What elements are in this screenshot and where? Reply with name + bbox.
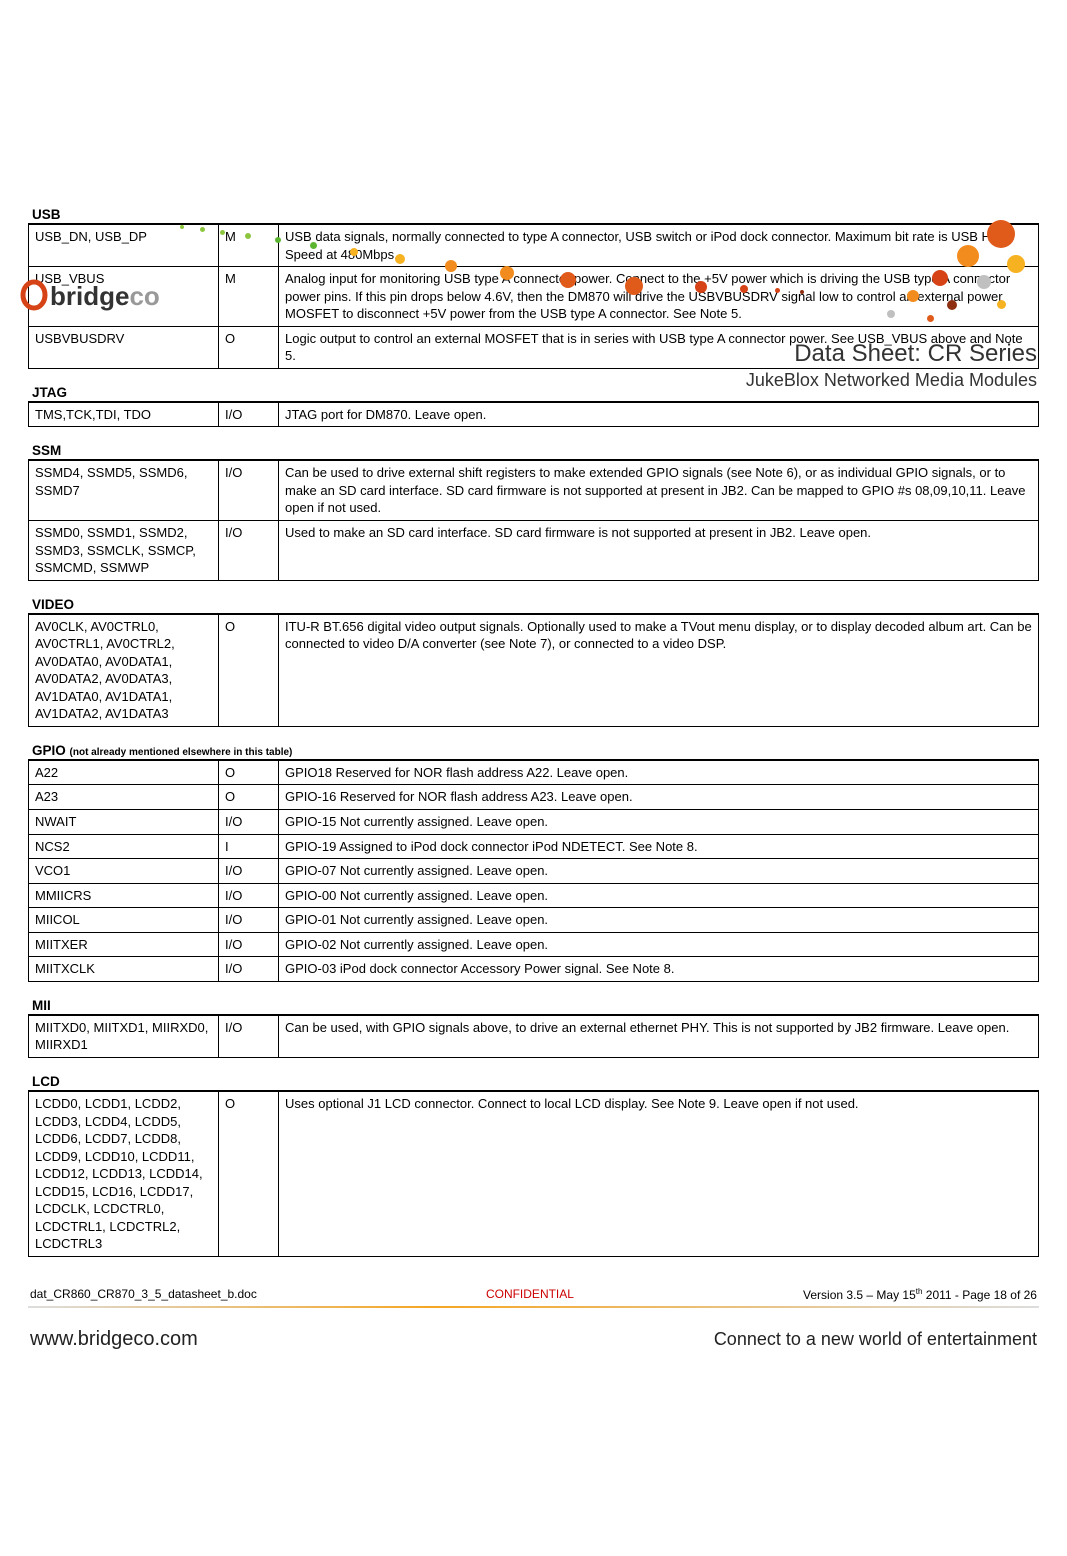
desc-cell: Analog input for monitoring USB type A c… xyxy=(279,267,1039,327)
desc-cell: GPIO-07 Not currently assigned. Leave op… xyxy=(279,859,1039,884)
section-title-gpio: GPIO (not already mentioned elsewhere in… xyxy=(28,741,1039,760)
footer-version: Version 3.5 – May 15th 2011 - Page 18 of… xyxy=(803,1287,1037,1302)
signal-cell: MIITXD0, MIITXD1, MIIRXD0, MIIRXD1 xyxy=(29,1015,219,1057)
section-title-gpio-main: GPIO xyxy=(32,743,66,758)
desc-cell: USB data signals, normally connected to … xyxy=(279,225,1039,267)
footer-version-suffix: 2011 - Page 18 of 26 xyxy=(922,1288,1037,1302)
desc-cell: Uses optional J1 LCD connector. Connect … xyxy=(279,1091,1039,1256)
desc-cell: GPIO-03 iPod dock connector Accessory Po… xyxy=(279,957,1039,982)
signal-cell: MIITXCLK xyxy=(29,957,219,982)
desc-cell: Used to make an SD card interface. SD ca… xyxy=(279,521,1039,581)
page-footer: dat_CR860_CR870_3_5_datasheet_b.doc CONF… xyxy=(28,1287,1039,1302)
table-row: USB_VBUS M Analog input for monitoring U… xyxy=(29,267,1039,327)
signal-cell: AV0CLK, AV0CTRL0, AV0CTRL1, AV0CTRL2, AV… xyxy=(29,614,219,726)
signal-cell: A23 xyxy=(29,785,219,810)
signal-cell: USBVBUSDRV xyxy=(29,326,219,368)
signal-cell: MIITXER xyxy=(29,932,219,957)
signal-cell: NCS2 xyxy=(29,834,219,859)
table-row: MIITXERI/OGPIO-02 Not currently assigned… xyxy=(29,932,1039,957)
signal-cell: TMS,TCK,TDI, TDO xyxy=(29,402,219,427)
dir-cell: I xyxy=(219,834,279,859)
signal-cell: MIICOL xyxy=(29,908,219,933)
table-row: USB_DN, USB_DP M USB data signals, norma… xyxy=(29,225,1039,267)
section-title-lcd: LCD xyxy=(28,1072,1039,1091)
signal-cell: A22 xyxy=(29,760,219,785)
desc-cell: GPIO-16 Reserved for NOR flash address A… xyxy=(279,785,1039,810)
table-row: SSMD4, SSMD5, SSMD6, SSMD7 I/O Can be us… xyxy=(29,461,1039,521)
table-row: VCO1I/OGPIO-07 Not currently assigned. L… xyxy=(29,859,1039,884)
dir-cell: I/O xyxy=(219,402,279,427)
desc-cell: GPIO18 Reserved for NOR flash address A2… xyxy=(279,760,1039,785)
document-title: Data Sheet: CR Series JukeBlox Networked… xyxy=(746,340,1037,391)
title-line-1: Data Sheet: CR Series xyxy=(746,340,1037,368)
table-mii: MIITXD0, MIITXD1, MIIRXD0, MIIRXD1 I/O C… xyxy=(28,1015,1039,1058)
dir-cell: O xyxy=(219,1091,279,1256)
footer-slogan: Connect to a new world of entertainment xyxy=(714,1329,1037,1350)
signal-cell: MMIICRS xyxy=(29,883,219,908)
dir-cell: O xyxy=(219,760,279,785)
footer-url: www.bridgeco.com xyxy=(30,1328,198,1351)
signal-cell: VCO1 xyxy=(29,859,219,884)
dir-cell: I/O xyxy=(219,932,279,957)
signal-cell: SSMD0, SSMD1, SSMD2, SSMD3, SSMCLK, SSMC… xyxy=(29,521,219,581)
dir-cell: O xyxy=(219,785,279,810)
signal-cell: USB_VBUS xyxy=(29,267,219,327)
table-gpio: A22OGPIO18 Reserved for NOR flash addres… xyxy=(28,760,1039,982)
section-title-gpio-sub: (not already mentioned elsewhere in this… xyxy=(70,747,293,758)
dir-cell: M xyxy=(219,225,279,267)
dir-cell: I/O xyxy=(219,810,279,835)
table-row: TMS,TCK,TDI, TDO I/O JTAG port for DM870… xyxy=(29,402,1039,427)
footer-version-prefix: Version 3.5 – May 15 xyxy=(803,1288,916,1302)
dir-cell: I/O xyxy=(219,908,279,933)
table-row: AV0CLK, AV0CTRL0, AV0CTRL1, AV0CTRL2, AV… xyxy=(29,614,1039,726)
desc-cell: GPIO-02 Not currently assigned. Leave op… xyxy=(279,932,1039,957)
desc-cell: Can be used, with GPIO signals above, to… xyxy=(279,1015,1039,1057)
footer-separator xyxy=(28,1306,1039,1308)
dir-cell: I/O xyxy=(219,883,279,908)
table-row: MIITXCLKI/OGPIO-03 iPod dock connector A… xyxy=(29,957,1039,982)
dir-cell: I/O xyxy=(219,521,279,581)
table-row: MIICOLI/OGPIO-01 Not currently assigned.… xyxy=(29,908,1039,933)
signal-cell: LCDD0, LCDD1, LCDD2, LCDD3, LCDD4, LCDD5… xyxy=(29,1091,219,1256)
table-lcd: LCDD0, LCDD1, LCDD2, LCDD3, LCDD4, LCDD5… xyxy=(28,1091,1039,1257)
section-title-video: VIDEO xyxy=(28,595,1039,614)
dir-cell: I/O xyxy=(219,859,279,884)
dir-cell: O xyxy=(219,614,279,726)
desc-cell: GPIO-01 Not currently assigned. Leave op… xyxy=(279,908,1039,933)
footer-filename: dat_CR860_CR870_3_5_datasheet_b.doc xyxy=(30,1287,257,1302)
section-title-ssm: SSM xyxy=(28,441,1039,460)
signal-cell: NWAIT xyxy=(29,810,219,835)
dir-cell: I/O xyxy=(219,957,279,982)
table-row: SSMD0, SSMD1, SSMD2, SSMD3, SSMCLK, SSMC… xyxy=(29,521,1039,581)
table-ssm: SSMD4, SSMD5, SSMD6, SSMD7 I/O Can be us… xyxy=(28,460,1039,580)
table-row: MMIICRSI/OGPIO-00 Not currently assigned… xyxy=(29,883,1039,908)
desc-cell: Can be used to drive external shift regi… xyxy=(279,461,1039,521)
table-row: NWAITI/OGPIO-15 Not currently assigned. … xyxy=(29,810,1039,835)
table-row: A22OGPIO18 Reserved for NOR flash addres… xyxy=(29,760,1039,785)
footer-confidential: CONFIDENTIAL xyxy=(486,1287,574,1302)
desc-cell: GPIO-00 Not currently assigned. Leave op… xyxy=(279,883,1039,908)
section-title-mii: MII xyxy=(28,996,1039,1015)
table-row: LCDD0, LCDD1, LCDD2, LCDD3, LCDD4, LCDD5… xyxy=(29,1091,1039,1256)
dir-cell: O xyxy=(219,326,279,368)
dir-cell: I/O xyxy=(219,461,279,521)
desc-cell: GPIO-19 Assigned to iPod dock connector … xyxy=(279,834,1039,859)
table-row: A23OGPIO-16 Reserved for NOR flash addre… xyxy=(29,785,1039,810)
section-title-usb: USB xyxy=(28,205,1039,224)
table-video: AV0CLK, AV0CTRL0, AV0CTRL1, AV0CTRL2, AV… xyxy=(28,614,1039,727)
dir-cell: I/O xyxy=(219,1015,279,1057)
table-row: MIITXD0, MIITXD1, MIIRXD0, MIIRXD1 I/O C… xyxy=(29,1015,1039,1057)
desc-cell: JTAG port for DM870. Leave open. xyxy=(279,402,1039,427)
bottom-bar: www.bridgeco.com Connect to a new world … xyxy=(28,1328,1039,1361)
title-line-2: JukeBlox Networked Media Modules xyxy=(746,370,1037,391)
table-jtag: TMS,TCK,TDI, TDO I/O JTAG port for DM870… xyxy=(28,402,1039,428)
table-row: NCS2IGPIO-19 Assigned to iPod dock conne… xyxy=(29,834,1039,859)
signal-cell: SSMD4, SSMD5, SSMD6, SSMD7 xyxy=(29,461,219,521)
page-container: bridgeco Data Sheet: CR Series JukeBlox … xyxy=(0,205,1067,1381)
desc-cell: ITU-R BT.656 digital video output signal… xyxy=(279,614,1039,726)
signal-cell: USB_DN, USB_DP xyxy=(29,225,219,267)
dir-cell: M xyxy=(219,267,279,327)
desc-cell: GPIO-15 Not currently assigned. Leave op… xyxy=(279,810,1039,835)
